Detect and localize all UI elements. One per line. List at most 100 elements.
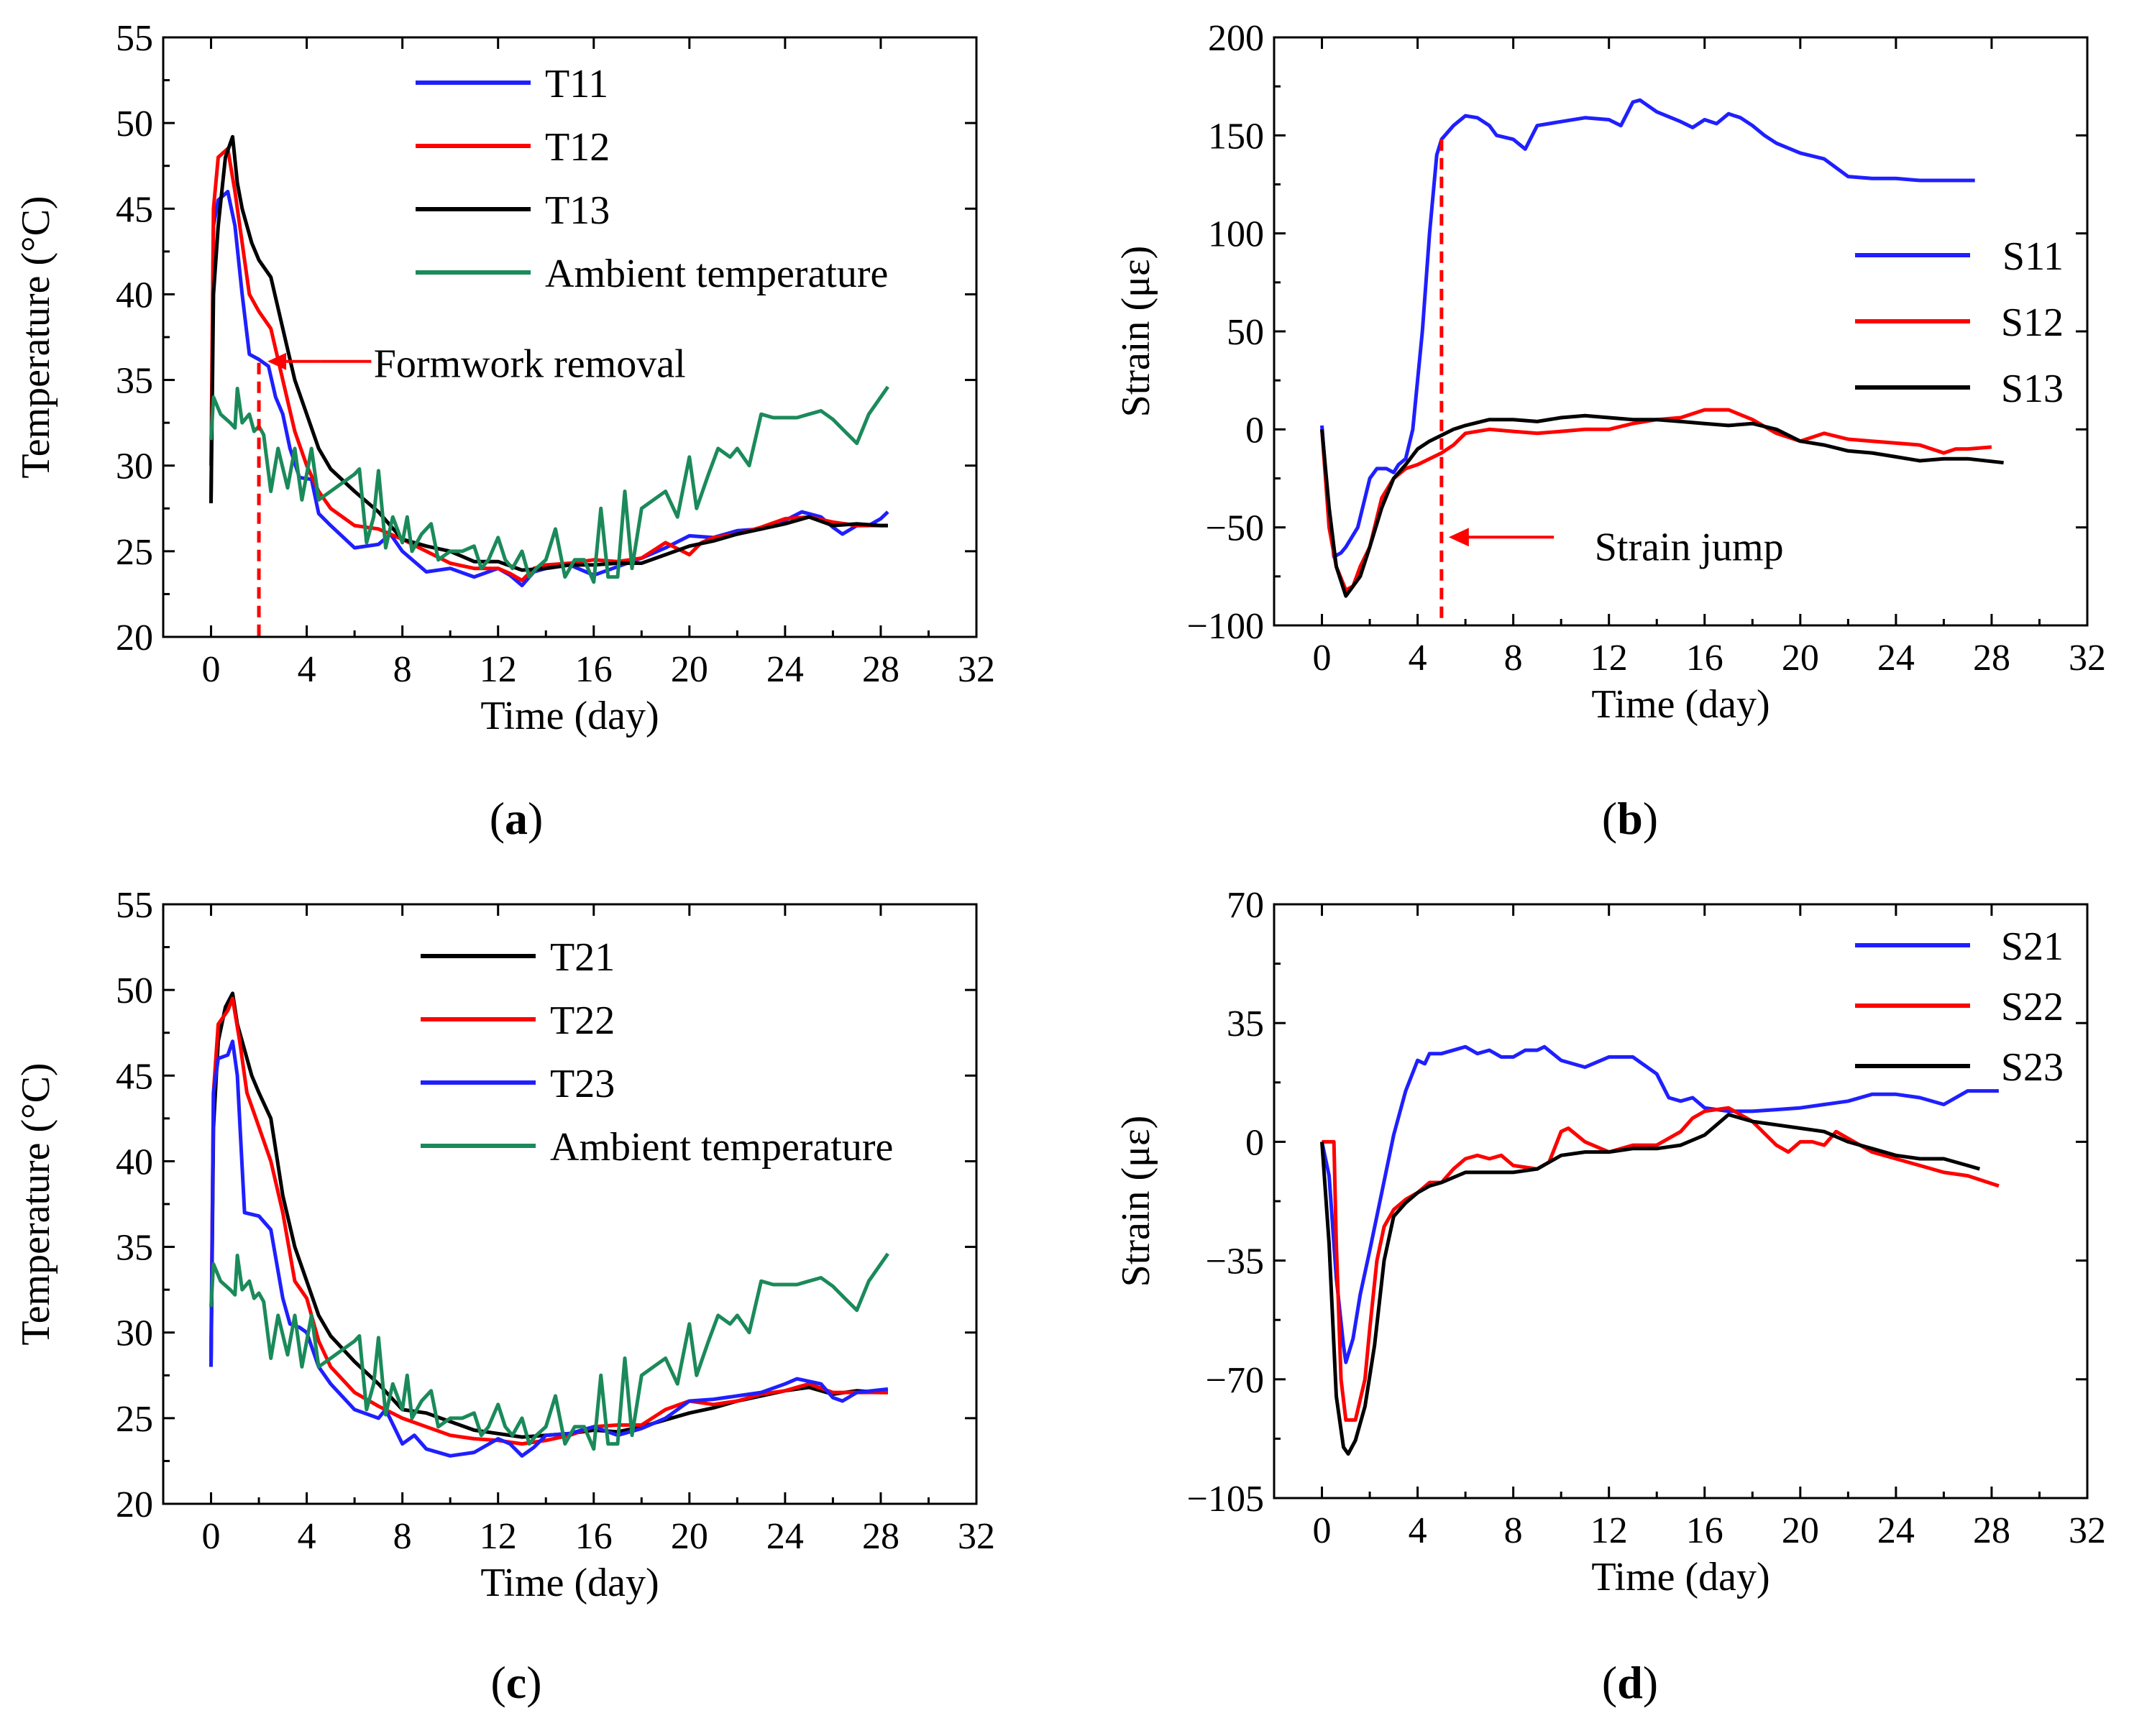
x-tick-label: 4 <box>1409 638 1427 679</box>
series-line-t21 <box>209 991 888 1439</box>
legend-label-ambient-temperature: Ambient temperature <box>545 252 888 296</box>
series-line-s22 <box>1322 1106 2000 1422</box>
x-tick-label: 16 <box>575 649 613 690</box>
annotation-arrowhead <box>267 352 287 370</box>
x-axis-label: Time (day) <box>1591 682 1769 727</box>
panel-caption: (b) <box>1602 793 1658 844</box>
y-tick-label: −105 <box>1187 1479 1264 1520</box>
legend-label-s23: S23 <box>2001 1045 2064 1090</box>
plot-frame <box>162 36 978 638</box>
y-tick-label: −35 <box>1206 1241 1264 1282</box>
legend-label-s11: S11 <box>2002 234 2064 279</box>
annotation-arrowhead <box>1448 528 1469 547</box>
y-axis-label: Temperature (°C) <box>14 196 58 478</box>
x-tick-label: 28 <box>862 1516 899 1557</box>
x-tick-label: 12 <box>480 649 517 690</box>
legend-label-s13: S13 <box>2001 367 2064 411</box>
y-tick-label: −100 <box>1187 606 1264 647</box>
series-line-s11 <box>1320 98 1975 559</box>
legend-label-t22: T22 <box>550 998 615 1043</box>
y-tick-label: 30 <box>116 446 153 487</box>
y-tick-label: 70 <box>1227 885 1264 926</box>
y-tick-label: 150 <box>1208 116 1264 157</box>
series-line-t11 <box>209 190 889 587</box>
plot-frame <box>162 903 978 1505</box>
x-tick-label: 32 <box>2069 638 2106 679</box>
legend-label-t11: T11 <box>545 62 608 106</box>
series-line-s21 <box>1320 1044 1999 1364</box>
y-tick-label: 200 <box>1208 18 1264 59</box>
panel-caption: (d) <box>1602 1657 1658 1708</box>
y-tick-label: 35 <box>116 1228 153 1269</box>
series-line-ambient-temperature <box>209 1252 889 1451</box>
y-tick-label: 55 <box>116 18 153 59</box>
y-axis-label: Temperature (°C) <box>14 1062 58 1345</box>
y-tick-label: 45 <box>116 189 153 230</box>
series-group <box>1320 1044 2000 1456</box>
y-tick-label: 20 <box>116 1484 153 1525</box>
legend-label-t12: T12 <box>545 125 610 170</box>
series-group <box>209 991 889 1458</box>
series-line-ambient-temperature <box>209 385 889 584</box>
x-tick-label: 24 <box>1877 638 1915 679</box>
chart-panel-d: 0 4 8 12 16 20 24 28 32 −105 −70 −35 0 35 70 Time (day)… <box>1114 885 2106 1708</box>
legend: S21 S22 S23 <box>1855 924 2064 1090</box>
y-tick-label: 50 <box>1227 312 1264 353</box>
x-tick-label: 12 <box>1590 1510 1628 1551</box>
annotation-formwork-removal: Formwork removal <box>374 342 686 387</box>
legend-label-t23: T23 <box>550 1062 615 1106</box>
y-tick-label: 25 <box>116 532 153 573</box>
y-axis-label: Strain (με) <box>1114 1116 1158 1287</box>
series-line-s13 <box>1320 413 2004 598</box>
x-tick-label: 16 <box>1686 1510 1723 1551</box>
chart-panel-c: 0 4 8 12 16 20 24 28 32 20 25 30 35 40 45 50 55 Time (day… <box>14 885 995 1708</box>
chart-panel-a: 0 4 8 12 16 20 24 28 32 20 25 30 35 40 45 50 55 Time (day… <box>14 18 995 844</box>
x-tick-label: 28 <box>1973 1510 2010 1551</box>
y-tick-label: −50 <box>1206 508 1264 549</box>
x-tick-label: 32 <box>958 1516 995 1557</box>
annotation-strain-jump: Strain jump <box>1595 525 1784 569</box>
y-tick-label: 0 <box>1245 1122 1264 1163</box>
y-tick-label: 100 <box>1208 214 1264 255</box>
x-tick-label: 20 <box>1782 638 1819 679</box>
x-axis-label: Time (day) <box>480 694 659 738</box>
legend-label-s22: S22 <box>2001 985 2064 1029</box>
y-tick-label: 35 <box>1227 1004 1264 1044</box>
x-tick-label: 32 <box>2069 1510 2106 1551</box>
legend: T11 T12 T13 Ambient temperature <box>416 62 888 296</box>
y-tick-label: 35 <box>116 361 153 402</box>
x-tick-label: 20 <box>1782 1510 1819 1551</box>
x-tick-label: 28 <box>862 649 899 690</box>
series-group <box>1320 98 2004 598</box>
y-tick-label: 0 <box>1245 410 1264 451</box>
x-tick-label: 24 <box>1877 1510 1915 1551</box>
series-group <box>209 134 889 587</box>
series-line-t22 <box>209 996 888 1446</box>
x-axis-label: Time (day) <box>480 1561 659 1605</box>
panel-caption: (c) <box>490 1657 541 1708</box>
x-tick-label: 20 <box>671 1516 708 1557</box>
legend-label-t13: T13 <box>545 188 610 233</box>
chart-panel-b: 0 4 8 12 16 20 24 28 32 −100 −50 0 50 100 150 200 Time (… <box>1114 18 2106 844</box>
series-line-s23 <box>1320 1113 1980 1456</box>
x-axis-label: Time (day) <box>1591 1555 1769 1599</box>
x-tick-label: 0 <box>1313 638 1332 679</box>
y-tick-label: −70 <box>1206 1360 1264 1401</box>
legend: T21 T22 T23 Ambient temperature <box>421 935 893 1170</box>
y-tick-label: 40 <box>116 275 153 316</box>
x-tick-label: 28 <box>1973 638 2010 679</box>
x-tick-label: 8 <box>1504 1510 1523 1551</box>
x-tick-label: 4 <box>298 649 316 690</box>
y-axis-label: Strain (με) <box>1114 246 1158 418</box>
x-tick-label: 0 <box>1313 1510 1332 1551</box>
x-tick-label: 24 <box>766 1516 804 1557</box>
plot-frame <box>1273 903 2089 1500</box>
plot-frame <box>1273 36 2089 627</box>
y-tick-label: 50 <box>116 104 153 144</box>
x-tick-label: 0 <box>202 1516 221 1557</box>
series-line-t23 <box>209 1039 889 1458</box>
panel-caption: (a) <box>490 793 544 844</box>
x-tick-label: 32 <box>958 649 995 690</box>
legend: S11 S12 S13 <box>1855 234 2064 411</box>
x-tick-label: 12 <box>1590 638 1628 679</box>
